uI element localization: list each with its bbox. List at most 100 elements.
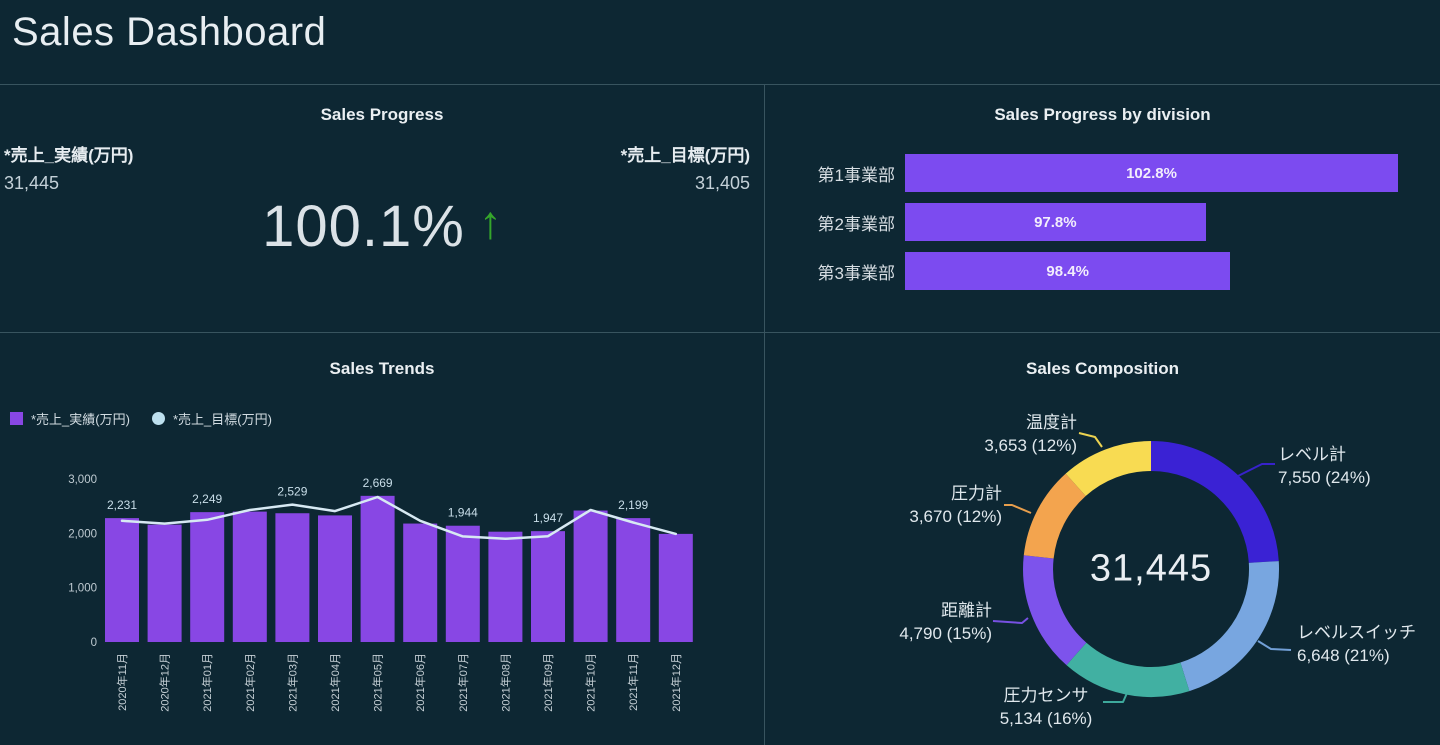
trend-bar[interactable] [658, 533, 693, 642]
target-point-label: 2,199 [618, 498, 648, 512]
target-point-label: 2,529 [277, 485, 307, 499]
donut-segment-圧力計[interactable] [1023, 473, 1087, 559]
kpi-actual-label: *売上_実績(万円) [4, 146, 134, 165]
target-point-label: 1,944 [448, 506, 478, 520]
division-title: Sales Progress by division [994, 105, 1211, 124]
sales-progress-title: Sales Progress [320, 105, 444, 124]
donut-callout-name: 距離計 [941, 601, 992, 620]
target-point-label: 2,669 [363, 476, 393, 490]
legend-actual-label: *売上_実績(万円) [31, 412, 130, 427]
kpi-target-block: *売上_目標(万円) 31,405 [621, 141, 750, 194]
trend-bar[interactable] [232, 511, 267, 642]
donut-callout-value: 3,653 (12%) [984, 436, 1077, 455]
y-axis-tick-label: 2,000 [68, 528, 97, 540]
donut-segment-レベルスイッチ[interactable] [1179, 561, 1279, 692]
composition-donut-chart [992, 432, 1292, 703]
donut-callout-value: 6,648 (21%) [1297, 646, 1390, 665]
legend-item-target: *売上_目標(万円) [151, 409, 272, 428]
x-axis-month-label: 2021年02月 [243, 653, 257, 712]
x-axis-month-label: 2021年07月 [456, 653, 470, 712]
x-axis-month-label: 2021年04月 [328, 653, 342, 712]
division-bar[interactable]: 98.4% [905, 252, 1231, 290]
division-bar[interactable]: 102.8% [905, 154, 1398, 192]
donut-center-total: 31,445 [1089, 547, 1213, 590]
division-row: 第3事業部 98.4% [788, 252, 1400, 290]
division-bar[interactable]: 97.8% [905, 203, 1206, 241]
header: Sales Dashboard [0, 0, 1440, 85]
panel-sales-progress: Sales Progress *売上_実績(万円) 31,445 *売上_目標(… [0, 85, 765, 332]
trend-bar[interactable] [275, 513, 310, 642]
kpi-actual-block: *売上_実績(万円) 31,445 [4, 141, 133, 194]
donut-segment-温度計[interactable] [1065, 441, 1152, 497]
donut-callout-connector [1004, 504, 1032, 514]
kpi-target-value: 31,405 [694, 173, 750, 193]
kpi-actual-value: 31,445 [4, 173, 60, 193]
x-axis-month-label: 2021年01月 [200, 653, 214, 712]
trend-bar[interactable] [403, 523, 438, 642]
x-axis-month-label: 2021年03月 [285, 653, 299, 712]
trend-up-arrow-icon: ↑ [478, 196, 502, 248]
donut-callout-connector [1257, 640, 1292, 651]
donut-callout-name: レベル計 [1278, 445, 1346, 464]
trends-title: Sales Trends [329, 359, 435, 378]
donut-callout-connector [1078, 432, 1103, 448]
x-axis-month-label: 2021年08月 [498, 653, 512, 712]
trend-bar[interactable] [573, 510, 608, 642]
trend-bar[interactable] [531, 531, 565, 642]
panel-division: Sales Progress by division 第1事業部 102.8% 第2… [765, 85, 1440, 332]
kpi-percent-value: 100.1% [262, 193, 465, 259]
trend-bar[interactable] [318, 515, 352, 642]
panel-trends: Sales Trends *売上_実績(万円) *売上_目標(万円) 0 1,00… [0, 332, 765, 745]
kpi-target-label: *売上_目標(万円) [620, 146, 750, 165]
donut-segment-レベル計[interactable] [1150, 441, 1279, 564]
x-axis-month-label: 2021年05月 [371, 653, 385, 712]
page-title: Sales Dashboard [12, 10, 327, 54]
donut-callout-name: 圧力センサ [1003, 686, 1089, 705]
donut-callout-name: 圧力計 [951, 484, 1002, 503]
donut-segment-距離計[interactable] [1023, 555, 1087, 666]
trend-bar[interactable] [616, 518, 651, 642]
division-bar-value: 97.8% [1034, 213, 1077, 231]
division-category-label: 第2事業部 [817, 214, 895, 234]
donut-callout-name: レベルスイッチ [1297, 623, 1416, 642]
trends-combo-chart: 0 1,000 2,000 3,000 2,231 2,249 2,529 2,669 1,94… [68, 474, 693, 712]
trend-bar[interactable] [445, 525, 480, 642]
division-bar-value: 98.4% [1046, 262, 1089, 280]
donut-callout-温度計: 温度計 3,653 (12%) [984, 411, 1077, 457]
trends-legend: *売上_実績(万円) *売上_目標(万円) [10, 409, 294, 428]
panel-composition: Sales Composition 31,445 レベル計 7,550 (24%)… [765, 332, 1440, 745]
trend-bar[interactable] [105, 518, 139, 642]
x-axis-month-label: 2021年09月 [541, 653, 555, 712]
trend-bar[interactable] [190, 512, 225, 642]
x-axis-month-label: 2021年12月 [669, 653, 683, 712]
donut-callout-レベル計: レベル計 7,550 (24%) [1278, 443, 1371, 489]
trend-bar[interactable] [147, 524, 182, 642]
kpi-percent-row: 100.1% ↑ [0, 181, 764, 271]
donut-callout-name: 温度計 [1026, 413, 1077, 432]
x-axis-month-label: 2020年12月 [158, 653, 172, 712]
donut-callout-距離計: 距離計 4,790 (15%) [899, 599, 992, 645]
donut-callout-value: 3,670 (12%) [909, 507, 1002, 526]
division-bar-chart: 第1事業部 102.8% 第2事業部 97.8% 第3事業部 98.4% [788, 154, 1400, 301]
x-axis-month-label: 2020年11月 [115, 653, 129, 711]
target-point-label: 2,249 [192, 492, 222, 506]
donut-callout-value: 7,550 (24%) [1278, 468, 1371, 487]
donut-callout-圧力センサ: 圧力センサ 5,134 (16%) [1000, 684, 1093, 730]
donut-callout-connector [1237, 463, 1275, 477]
legend-item-actual: *売上_実績(万円) [10, 409, 130, 428]
trend-bar[interactable] [360, 495, 395, 642]
y-axis-tick-label: 1,000 [68, 583, 97, 595]
x-axis-month-label: 2021年10月 [584, 653, 598, 712]
donut-callout-connector [992, 617, 1029, 624]
division-row: 第2事業部 97.8% [788, 203, 1400, 241]
y-axis-tick-label: 0 [91, 637, 97, 649]
division-category-label: 第3事業部 [817, 263, 895, 283]
target-line[interactable] [120, 495, 678, 541]
trend-bar[interactable] [488, 531, 523, 642]
legend-target-circle-swatch [151, 412, 165, 425]
composition-title: Sales Composition [1025, 359, 1180, 378]
x-axis-month-label: 2021年11月 [626, 653, 640, 711]
donut-segment-圧力センサ[interactable] [1066, 642, 1190, 697]
donut-callout-value: 4,790 (15%) [899, 624, 992, 643]
